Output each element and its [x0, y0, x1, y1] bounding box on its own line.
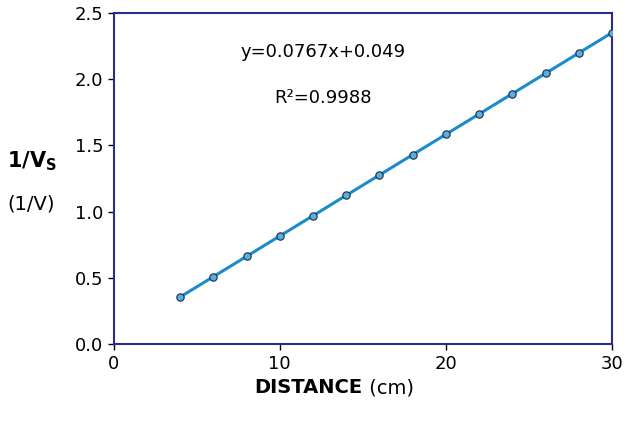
Point — [441, 131, 451, 138]
Point — [474, 110, 484, 117]
Point — [175, 294, 185, 300]
Point — [607, 29, 617, 36]
Point — [208, 273, 218, 280]
Text: (cm): (cm) — [363, 378, 414, 397]
Point — [341, 192, 351, 199]
Text: (1/V): (1/V) — [8, 195, 56, 213]
Point — [374, 172, 384, 178]
Point — [242, 253, 252, 260]
Point — [507, 90, 517, 97]
Point — [574, 50, 584, 57]
Text: R²=0.9988: R²=0.9988 — [274, 89, 372, 107]
Text: $\mathbf{1/V_S}$: $\mathbf{1/V_S}$ — [6, 150, 57, 173]
Point — [408, 151, 418, 158]
Point — [308, 212, 318, 219]
Text: DISTANCE: DISTANCE — [255, 378, 363, 397]
Point — [274, 232, 285, 239]
Text: y=0.0767x+0.049: y=0.0767x+0.049 — [240, 42, 406, 61]
Point — [541, 70, 551, 77]
